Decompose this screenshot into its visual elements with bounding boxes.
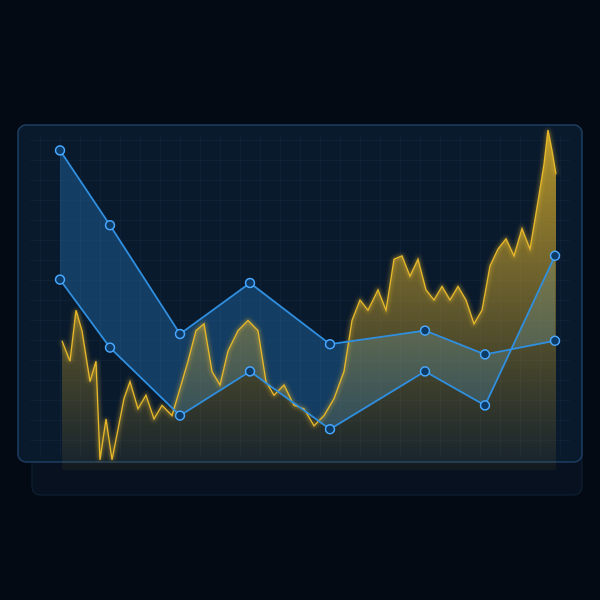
trend-point (324, 423, 336, 435)
trend-point (549, 335, 561, 347)
trend-point (324, 338, 336, 350)
trend-point (479, 349, 491, 360)
trend-point (549, 250, 561, 262)
trend-point (174, 410, 186, 421)
trend-point (479, 400, 491, 411)
trend-point (419, 366, 431, 377)
trend-point (104, 342, 116, 353)
trend-line (59, 149, 556, 356)
trend-point (54, 274, 66, 285)
trend-point (419, 325, 431, 336)
trend-point (244, 277, 256, 289)
trend-point (104, 219, 116, 231)
price-area (62, 130, 556, 470)
price-line (61, 129, 557, 460)
trend-line (59, 255, 556, 431)
plot (54, 129, 561, 470)
trend-point (244, 366, 256, 377)
trend-point (174, 328, 186, 340)
trend-point (54, 145, 66, 156)
